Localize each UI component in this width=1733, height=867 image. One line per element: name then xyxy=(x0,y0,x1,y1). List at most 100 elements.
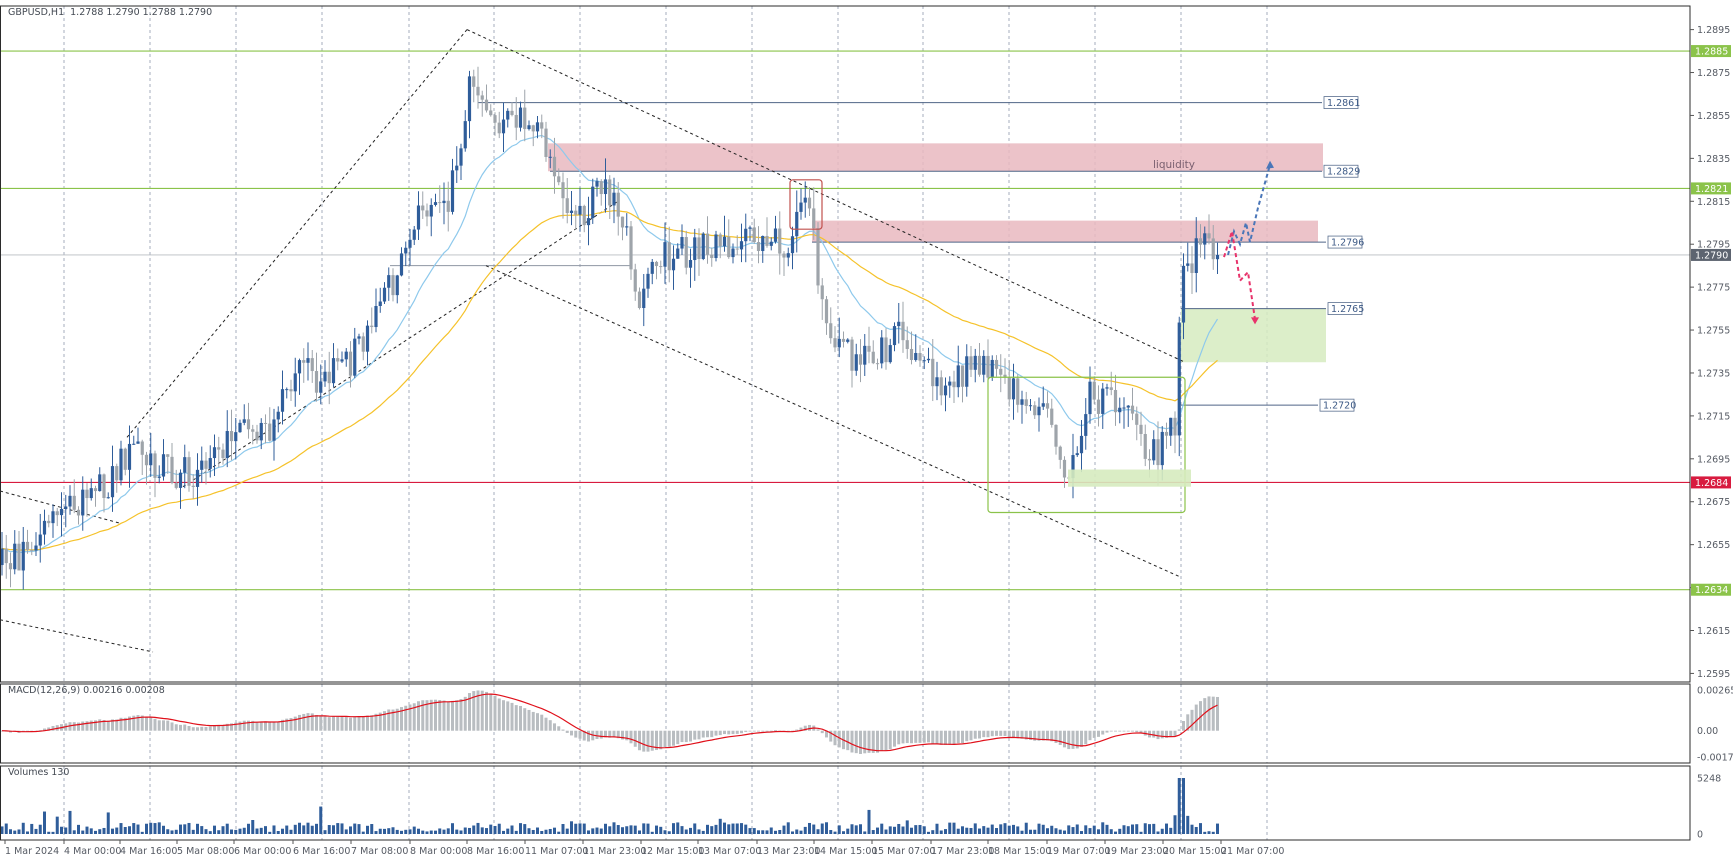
volume-tick-label: 5248 xyxy=(1697,774,1721,785)
price-axis[interactable]: 1.28951.28751.28551.28351.28151.27951.27… xyxy=(1690,25,1733,841)
volume-bar xyxy=(956,828,960,834)
volume-bar xyxy=(952,822,956,834)
macd-bar xyxy=(1203,698,1207,731)
price-tick-label: 1.2855 xyxy=(1697,111,1730,122)
volume-bar xyxy=(625,826,629,834)
volume-bar xyxy=(1207,831,1211,834)
volume-bar xyxy=(961,826,964,834)
candle-body xyxy=(1050,408,1054,425)
volume-bar xyxy=(965,827,969,834)
macd-bar xyxy=(136,715,140,731)
candle-body xyxy=(688,260,693,268)
macd-bar xyxy=(1037,730,1041,741)
macd-bar xyxy=(115,719,119,731)
volume-bar xyxy=(1186,815,1190,834)
volume-bar xyxy=(357,824,361,834)
volume-bar xyxy=(319,806,323,834)
volume-bar xyxy=(4,823,8,834)
volume-bar xyxy=(905,820,909,834)
candle-body xyxy=(30,549,34,551)
price-tick-label: 1.2875 xyxy=(1697,68,1730,79)
macd-bar xyxy=(1216,696,1219,731)
volume-bar xyxy=(693,823,697,834)
candle-body xyxy=(531,125,535,132)
macd-bar xyxy=(795,729,799,731)
macd-bar xyxy=(978,730,981,739)
candle-body xyxy=(633,269,637,292)
macd-bar xyxy=(1190,709,1194,731)
candle-body xyxy=(1007,377,1011,400)
time-tick-label: 6 Mar 16:00 xyxy=(293,846,350,857)
candle-body xyxy=(540,122,544,129)
volume-bar xyxy=(1152,823,1156,834)
volume-bar xyxy=(476,822,480,834)
volume-bar xyxy=(706,824,709,834)
macd-bar xyxy=(285,718,289,731)
candle-body xyxy=(1088,381,1092,415)
volume-bar xyxy=(578,823,582,834)
candle-body xyxy=(824,299,829,324)
candle-body xyxy=(922,360,926,362)
macd-bar xyxy=(871,730,875,753)
candle-body xyxy=(591,186,595,219)
candle-body xyxy=(1143,433,1147,459)
candle-body xyxy=(327,371,331,384)
candle-body xyxy=(986,355,990,378)
demand-zone xyxy=(1181,308,1326,363)
candle-body xyxy=(34,545,38,551)
candle-body xyxy=(739,241,744,250)
candle-body xyxy=(289,389,293,392)
macd-bar xyxy=(570,730,573,736)
volume-bar xyxy=(111,828,114,834)
candle-body xyxy=(1045,403,1050,409)
candle-body xyxy=(302,360,306,363)
macd-bar xyxy=(1058,730,1062,745)
volume-bar xyxy=(196,823,199,834)
candle-body xyxy=(416,205,421,230)
time-tick-label: 7 Mar 08:00 xyxy=(351,846,408,857)
volume-bar xyxy=(676,822,680,834)
candle-body xyxy=(650,261,654,274)
candle-body xyxy=(238,422,242,433)
volume-bar xyxy=(1054,828,1058,834)
candle-body xyxy=(1139,424,1143,434)
time-axis[interactable]: 1 Mar 2024 4 Mar 00:004 Mar 16:00 5 Mar 08… xyxy=(4,840,1284,857)
macd-bar xyxy=(621,730,624,740)
macd-bar xyxy=(510,702,514,731)
macd-bar xyxy=(905,730,909,744)
volume-bar xyxy=(982,826,986,834)
candle-body xyxy=(875,363,880,365)
candle-body xyxy=(1173,417,1177,436)
volume-bar xyxy=(315,823,318,834)
price-tick-label: 1.2775 xyxy=(1697,283,1730,294)
candle-body xyxy=(820,285,824,300)
volume-bar xyxy=(803,826,807,834)
macd-bar xyxy=(1139,730,1143,734)
volume-bar xyxy=(1067,825,1071,834)
macd-bar xyxy=(893,730,896,747)
macd-bar xyxy=(366,715,369,731)
volume-bar xyxy=(1105,824,1109,834)
volume-bar xyxy=(404,829,408,834)
candle-body xyxy=(846,339,850,342)
volume-bar xyxy=(782,825,786,834)
macd-bar xyxy=(638,730,641,751)
macd-bar xyxy=(1050,730,1054,742)
candle-body xyxy=(718,234,722,247)
macd-bar xyxy=(667,730,671,747)
candle-body xyxy=(484,99,489,111)
candle-body xyxy=(229,431,234,442)
candle-body xyxy=(242,419,246,423)
macd-bar xyxy=(306,713,310,731)
volume-bar xyxy=(200,826,204,834)
candle-body xyxy=(1011,378,1016,400)
volume-bar xyxy=(208,831,212,834)
candle-body xyxy=(969,356,973,370)
forecast-arrows xyxy=(1223,160,1274,325)
macd-bar xyxy=(922,730,926,743)
candle-body xyxy=(395,275,399,296)
candle-body xyxy=(319,381,323,393)
candle-body xyxy=(765,235,769,246)
